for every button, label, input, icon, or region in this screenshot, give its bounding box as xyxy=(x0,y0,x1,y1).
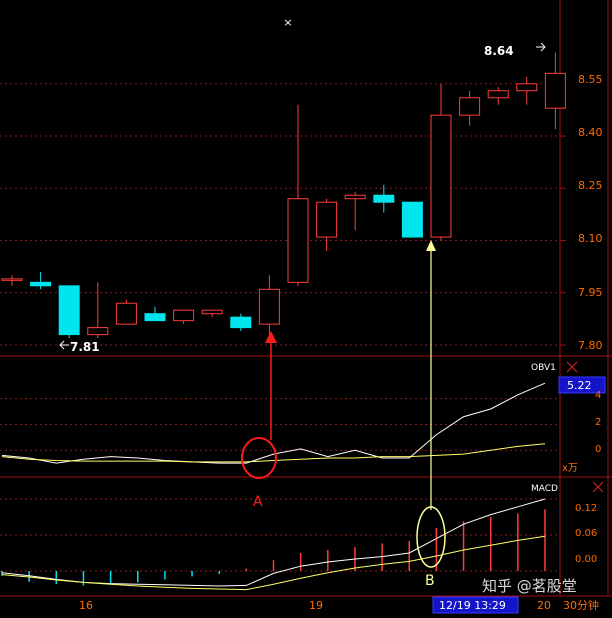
candle-up xyxy=(459,97,481,116)
macd-line-yellow xyxy=(1,535,546,591)
price-tick-label: 8.55 xyxy=(578,73,603,86)
low-arrow-icon xyxy=(59,340,69,350)
candle-up xyxy=(487,90,509,99)
obv-line-yellow xyxy=(1,443,546,463)
candle-up xyxy=(1,278,23,281)
obv-value-label: 5.22 xyxy=(567,379,592,392)
time-label-16: 16 xyxy=(79,599,93,612)
price-axis: 8.55 8.40 8.25 8.10 7.95 7.80 xyxy=(578,73,603,352)
macd-tick-label: 0.00 xyxy=(575,554,597,565)
low-price-label: 7.81 xyxy=(70,340,100,354)
obv-axis: 4 2 0 xyxy=(595,390,601,455)
watermark-text: 知乎 @茗股堂 xyxy=(482,577,577,595)
grid-lines xyxy=(0,83,566,572)
candle-down xyxy=(401,201,423,238)
obv-tick-label: 0 xyxy=(595,444,601,455)
obv-tick-label: 2 xyxy=(595,417,601,428)
candle-down xyxy=(230,316,252,329)
price-tick-label: 8.25 xyxy=(578,179,603,192)
arrow-b-head-icon xyxy=(426,240,436,251)
obv-value-box xyxy=(558,376,606,394)
cursor-time-box xyxy=(432,596,519,614)
price-tick-label: 8.10 xyxy=(578,232,603,245)
marker-a-label: A xyxy=(253,494,263,510)
time-axis: 16 19 20 xyxy=(79,599,551,612)
obv-unit-label: x万 xyxy=(562,463,578,474)
candle-up xyxy=(516,83,538,92)
period-label[interactable]: 30分钟 xyxy=(563,598,599,612)
circle-a xyxy=(241,437,277,479)
macd-axis: 0.12 0.06 0.00 xyxy=(575,503,597,565)
price-tick-label: 7.80 xyxy=(578,339,603,352)
candle-up xyxy=(201,309,223,315)
candle-down xyxy=(58,285,80,336)
candle-up xyxy=(173,309,195,322)
annotation-a: A xyxy=(241,331,277,510)
close-glyph[interactable]: × xyxy=(283,16,292,29)
circle-b xyxy=(416,506,446,568)
candle-up xyxy=(430,114,452,238)
high-arrow-icon xyxy=(536,42,546,52)
time-label-19: 19 xyxy=(309,599,323,612)
candlestick-series xyxy=(1,52,566,339)
price-tick-label: 7.95 xyxy=(578,286,603,299)
candle-down xyxy=(30,281,52,287)
macd-tick-label: 0.06 xyxy=(575,528,597,539)
cursor-time-label: 12/19 13:29 xyxy=(439,599,506,612)
candle-up xyxy=(87,327,109,336)
candle-up xyxy=(115,302,137,325)
panel-frames xyxy=(0,0,612,597)
candle-up xyxy=(344,194,366,200)
candle-down xyxy=(144,313,166,322)
candle-down xyxy=(373,194,395,203)
arrow-a-head-icon xyxy=(265,331,277,343)
candle-up xyxy=(316,201,338,238)
macd-title: MACD xyxy=(531,484,558,494)
obv-line-white xyxy=(1,382,546,464)
annotation-b: B xyxy=(416,240,446,589)
marker-b-label: B xyxy=(425,573,435,589)
price-tick-label: 8.40 xyxy=(578,126,603,139)
obv-series xyxy=(1,382,546,464)
macd-tick-label: 0.12 xyxy=(575,503,597,514)
high-price-label: 8.64 xyxy=(484,44,514,58)
time-label-20: 20 xyxy=(537,599,551,612)
obv-tick-label: 4 xyxy=(595,390,601,401)
candle-up xyxy=(258,288,280,325)
candle-up xyxy=(287,198,309,283)
macd-series xyxy=(1,498,546,591)
close-icon[interactable] xyxy=(592,481,604,493)
candle-up xyxy=(544,72,566,109)
close-icon[interactable] xyxy=(566,361,578,373)
obv-title: OBV1 xyxy=(531,363,556,373)
